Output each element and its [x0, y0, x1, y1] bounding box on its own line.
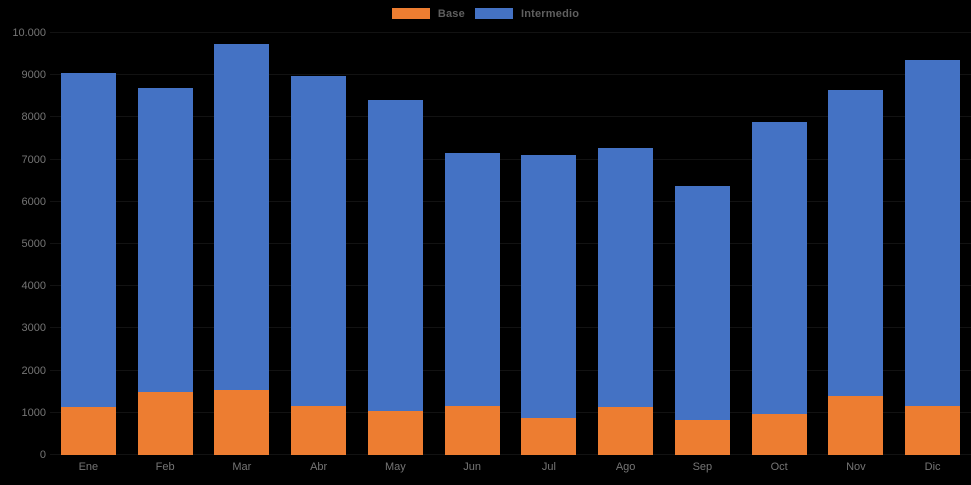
bar-slot-nov [818, 33, 895, 455]
x-axis-tick-label-ago: Ago [615, 461, 636, 473]
bar-segment-oct-base[interactable] [751, 413, 807, 455]
x-axis-tick-label-jul: Jul [541, 461, 556, 473]
plot-area [50, 32, 971, 455]
bar-slot-feb [127, 33, 204, 455]
bar-abr [291, 76, 347, 455]
bar-oct [751, 122, 807, 455]
y-axis-tick-label: 1000 [21, 406, 46, 419]
bar-slot-jun [434, 33, 511, 455]
y-axis-tick-label: 0 [39, 449, 46, 461]
bar-jun [444, 152, 500, 455]
bar-slot-jul [511, 33, 588, 455]
bar-mar [214, 43, 270, 455]
bar-segment-jun-base[interactable] [444, 405, 500, 455]
bar-sep [674, 186, 730, 455]
x-axis: Ene Feb Mar Abr May Jun Jul Ago Sep Oct Nov Dic [50, 461, 971, 473]
bar-ago [598, 148, 654, 455]
bar-segment-nov-intermedio[interactable] [828, 89, 884, 396]
gridline [50, 243, 971, 244]
gridline [50, 74, 971, 76]
x-axis-tick-label-jun: Jun [463, 461, 481, 473]
gridline [50, 200, 971, 202]
y-axis-tick-label: 7000 [21, 153, 46, 166]
y-axis-tick-label: 3000 [21, 322, 46, 335]
bar-slot-dic [894, 33, 971, 455]
bar-slot-sep [664, 33, 741, 455]
bar-segment-jun-intermedio[interactable] [444, 152, 500, 406]
gridline [50, 158, 971, 160]
bar-slot-may [357, 33, 434, 455]
bar-segment-jul-base[interactable] [521, 418, 577, 455]
gridline [50, 285, 971, 287]
y-axis-tick-label: 6000 [21, 195, 46, 208]
gridline [50, 116, 971, 118]
x-axis-tick-label-dic: Dic [924, 461, 941, 473]
y-axis-tick-label: 9000 [21, 69, 46, 82]
bar-segment-oct-intermedio[interactable] [751, 122, 807, 414]
gridline [50, 369, 971, 371]
bar-segment-abr-base[interactable] [291, 406, 347, 455]
gridline [50, 411, 971, 413]
bar-slot-mar [204, 33, 281, 455]
bar-slot-abr [280, 33, 357, 455]
x-axis-tick-label-mar: Mar [232, 461, 252, 473]
bar-may [367, 99, 423, 455]
y-axis-tick-label: 5000 [21, 238, 46, 250]
bar-segment-mar-intermedio[interactable] [214, 43, 270, 391]
legend-swatch-base-icon [391, 8, 430, 19]
y-axis: 10.000 9000 8000 7000 6000 5000 4000 3000 2000 10… [0, 0, 46, 485]
y-axis-tick-label: 2000 [21, 364, 46, 377]
gridline [50, 454, 971, 455]
x-axis-tick-label-sep: Sep [692, 461, 713, 473]
bar-segment-abr-intermedio[interactable] [291, 76, 347, 407]
bar-segment-dic-base[interactable] [905, 406, 961, 455]
bar-segment-sep-base[interactable] [674, 420, 730, 455]
bars-container [50, 33, 971, 455]
bar-slot-ene [50, 33, 127, 455]
bar-jul [521, 155, 577, 455]
bar-segment-dic-intermedio[interactable] [905, 60, 961, 407]
gridline [50, 327, 971, 329]
bar-segment-ene-base[interactable] [60, 407, 116, 455]
x-axis-tick-label-may: May [384, 461, 406, 473]
bar-feb [137, 88, 193, 455]
bar-segment-mar-base[interactable] [214, 390, 270, 455]
x-axis-tick-label-oct: Oct [770, 461, 788, 473]
y-axis-tick-label: 8000 [21, 111, 46, 124]
y-axis-tick-label: 4000 [21, 280, 46, 293]
bar-segment-ago-intermedio[interactable] [598, 148, 654, 408]
bar-segment-may-intermedio[interactable] [367, 99, 423, 411]
bar-segment-may-base[interactable] [367, 410, 423, 455]
bar-nov [828, 89, 884, 455]
x-axis-tick-label-nov: Nov [846, 461, 866, 473]
bar-segment-feb-intermedio[interactable] [137, 88, 193, 392]
legend-label-intermedio: Intermedio [520, 7, 580, 20]
x-axis-tick-label-feb: Feb [155, 461, 175, 473]
x-axis-tick-label-ene: Ene [78, 461, 99, 473]
bar-ene [60, 72, 116, 455]
bar-segment-sep-intermedio[interactable] [674, 186, 730, 421]
legend: Base Intermedio [0, 6, 971, 21]
legend-label-base: Base [437, 7, 465, 20]
legend-swatch-intermedio-icon [474, 8, 513, 19]
bar-dic [905, 60, 961, 455]
bar-segment-jul-intermedio[interactable] [521, 155, 577, 419]
gridline [50, 32, 971, 33]
bar-segment-feb-base[interactable] [137, 391, 193, 455]
bar-segment-ago-base[interactable] [598, 407, 654, 455]
x-axis-tick-label-abr: Abr [310, 461, 328, 473]
legend-item-intermedio[interactable]: Intermedio [474, 7, 580, 20]
bar-slot-ago [587, 33, 664, 455]
y-axis-tick-label: 10.000 [12, 27, 46, 39]
legend-item-base[interactable]: Base [391, 7, 465, 20]
bar-slot-oct [741, 33, 818, 455]
bar-segment-nov-base[interactable] [828, 395, 884, 455]
bar-segment-ene-intermedio[interactable] [60, 72, 116, 408]
